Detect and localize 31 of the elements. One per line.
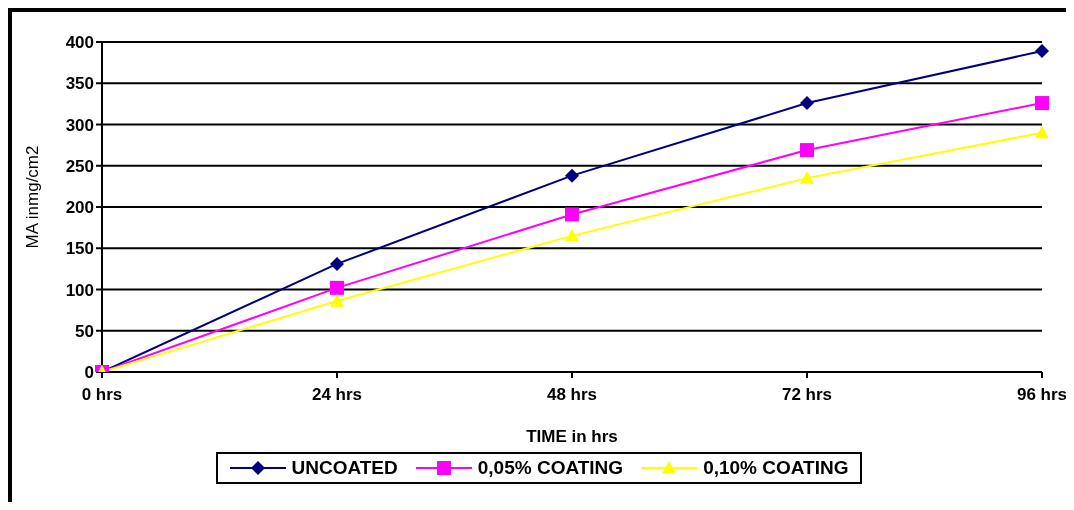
y-tick-label: 250 (65, 156, 94, 176)
x-tick-label: 0 hrs (81, 385, 123, 405)
x-tick-label: 72 hrs (781, 385, 833, 405)
point (565, 207, 579, 222)
y-tick-label: 100 (65, 280, 94, 300)
point (1035, 125, 1049, 139)
legend-label: UNCOATED (291, 457, 398, 479)
y-tick-label: 400 (65, 33, 94, 53)
point (330, 294, 344, 307)
point (800, 171, 814, 184)
y-tick-label: 150 (65, 239, 94, 259)
point (565, 168, 579, 183)
point (800, 96, 814, 111)
y-tick-label: 300 (65, 115, 94, 135)
x-tick-label: 48 hrs (546, 385, 598, 405)
point (1035, 96, 1049, 111)
y-tick-label: 350 (65, 74, 94, 94)
y-tick-label: 50 (75, 321, 94, 341)
x-tick-label: 24 hrs (311, 385, 363, 405)
y-axis-title: MA inmg/cm2 (23, 145, 43, 249)
point (1035, 44, 1049, 59)
point (330, 256, 344, 271)
point (330, 280, 344, 295)
point (565, 228, 579, 242)
legend-label: 0,10% COATING (703, 457, 849, 479)
y-tick-label: 0 (84, 363, 94, 383)
y-tick-label: 200 (65, 198, 94, 218)
x-tick-label: 96 hrs (1016, 385, 1068, 405)
point (800, 143, 814, 158)
x-axis-title: TIME in hrs (526, 427, 618, 446)
legend-label: 0,05% COATING (477, 457, 624, 479)
